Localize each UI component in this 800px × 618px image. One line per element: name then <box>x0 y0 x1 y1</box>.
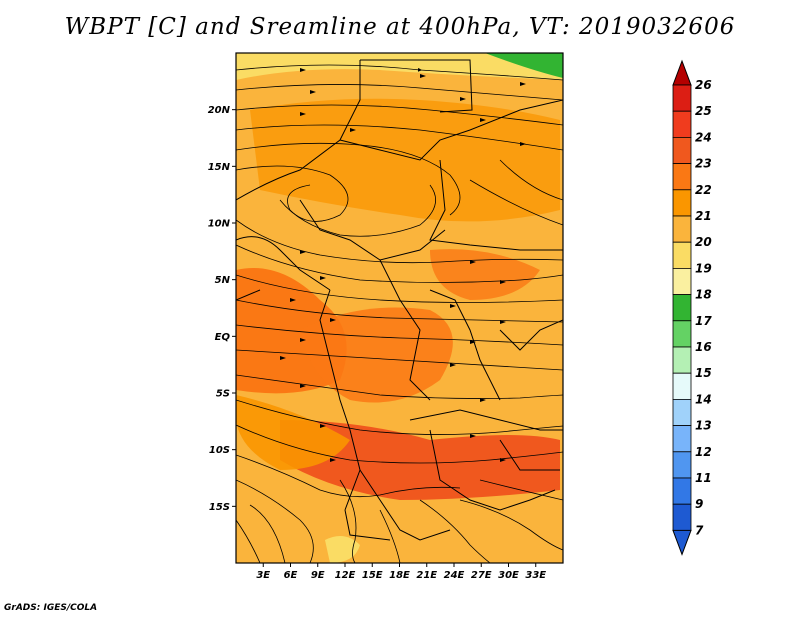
colorbar-segment <box>672 477 692 505</box>
colorbar-segment <box>672 451 692 479</box>
colorbar-label: 16 <box>695 340 712 354</box>
lon-tick-label: 18E <box>389 570 410 581</box>
colorbar-top-triangle <box>672 59 692 86</box>
colorbar-label: 25 <box>695 104 712 118</box>
lat-tick-label: 20N <box>208 105 231 116</box>
colorbar-segment <box>672 398 692 426</box>
colorbar-segment <box>672 84 692 112</box>
colorbar-segment <box>672 346 692 374</box>
lon-tick-label: 30E <box>498 570 519 581</box>
colorbar-label: 21 <box>695 209 712 223</box>
colorbar-segment <box>672 294 692 322</box>
lon-tick-label: 3E <box>256 570 270 581</box>
colorbar-label: 22 <box>695 183 712 197</box>
latitude-axis: 20N 15N 10N 5N EQ 5S 10S 15S <box>208 105 236 513</box>
grads-credit: GrADS: IGES/COLA <box>4 603 98 613</box>
lon-tick-label: 6E <box>284 570 298 581</box>
lat-tick-label: 15S <box>209 502 230 513</box>
colorbar-label: 19 <box>695 261 712 275</box>
lon-tick-label: 9E <box>311 570 325 581</box>
colorbar-segment <box>672 372 692 400</box>
lon-tick-label: 12E <box>335 570 356 581</box>
colorbar-segment <box>672 189 692 217</box>
colorbar-segment <box>672 503 692 531</box>
wbpt-field <box>236 53 563 563</box>
lat-tick-label: 15N <box>208 162 231 173</box>
colorbar-segment <box>672 425 692 453</box>
lat-tick-label: 5N <box>215 275 231 286</box>
country-boundaries <box>236 59 563 541</box>
map-frame <box>236 53 563 563</box>
lon-tick-label: 21E <box>416 570 437 581</box>
lon-tick-label: 33E <box>525 570 546 581</box>
colorbar-segment <box>672 320 692 348</box>
colorbar-label: 24 <box>695 130 712 144</box>
lon-tick-label: 27E <box>471 570 492 581</box>
colorbar-label: 9 <box>695 497 703 511</box>
colorbar-label: 18 <box>695 288 712 302</box>
longitude-axis: 3E 6E 9E 12E 15E 18E 21E 24E 27E 30E 33E <box>256 563 546 581</box>
field-warm-north <box>250 98 560 222</box>
streamlines <box>236 64 563 563</box>
lon-tick-label: 24E <box>444 570 465 581</box>
lat-tick-label: 5S <box>216 389 230 400</box>
colorbar-label: 12 <box>695 445 712 459</box>
field-green-corner <box>485 53 563 78</box>
colorbar-segment <box>672 241 692 269</box>
colorbar-label: 26 <box>695 78 712 92</box>
colorbar-label: 13 <box>695 419 712 433</box>
field-hot-east <box>430 249 540 300</box>
colorbar-segment <box>672 136 692 164</box>
colorbar: 26 25 24 23 22 21 20 19 18 17 16 15 14 13 12 11 9 7 <box>672 59 712 556</box>
colorbar-segment <box>672 110 692 138</box>
lon-tick-label: 15E <box>362 570 383 581</box>
field-cool-north <box>236 53 563 80</box>
lat-tick-label: EQ <box>215 332 231 343</box>
lat-tick-label: 10N <box>208 219 231 230</box>
lat-tick-label: 10S <box>209 445 230 456</box>
colorbar-label: 20 <box>695 235 712 249</box>
colorbar-label: 17 <box>695 314 712 328</box>
chart-title: WBPT [C] and Sreamline at 400hPa, VT: 20… <box>64 14 736 40</box>
colorbar-segment <box>672 215 692 243</box>
colorbar-segment <box>672 163 692 191</box>
colorbar-label: 11 <box>695 471 712 485</box>
colorbar-segment <box>672 267 692 295</box>
field-hot-central <box>300 307 453 403</box>
colorbar-bottom-triangle <box>672 529 692 556</box>
colorbar-label: 14 <box>695 392 712 406</box>
field-warm-band <box>236 395 350 470</box>
colorbar-label: 23 <box>695 157 712 171</box>
colorbar-label: 7 <box>695 523 704 537</box>
colorbar-label: 15 <box>695 366 712 380</box>
streamline-arrows <box>280 68 526 462</box>
field-pale-south <box>325 536 360 563</box>
